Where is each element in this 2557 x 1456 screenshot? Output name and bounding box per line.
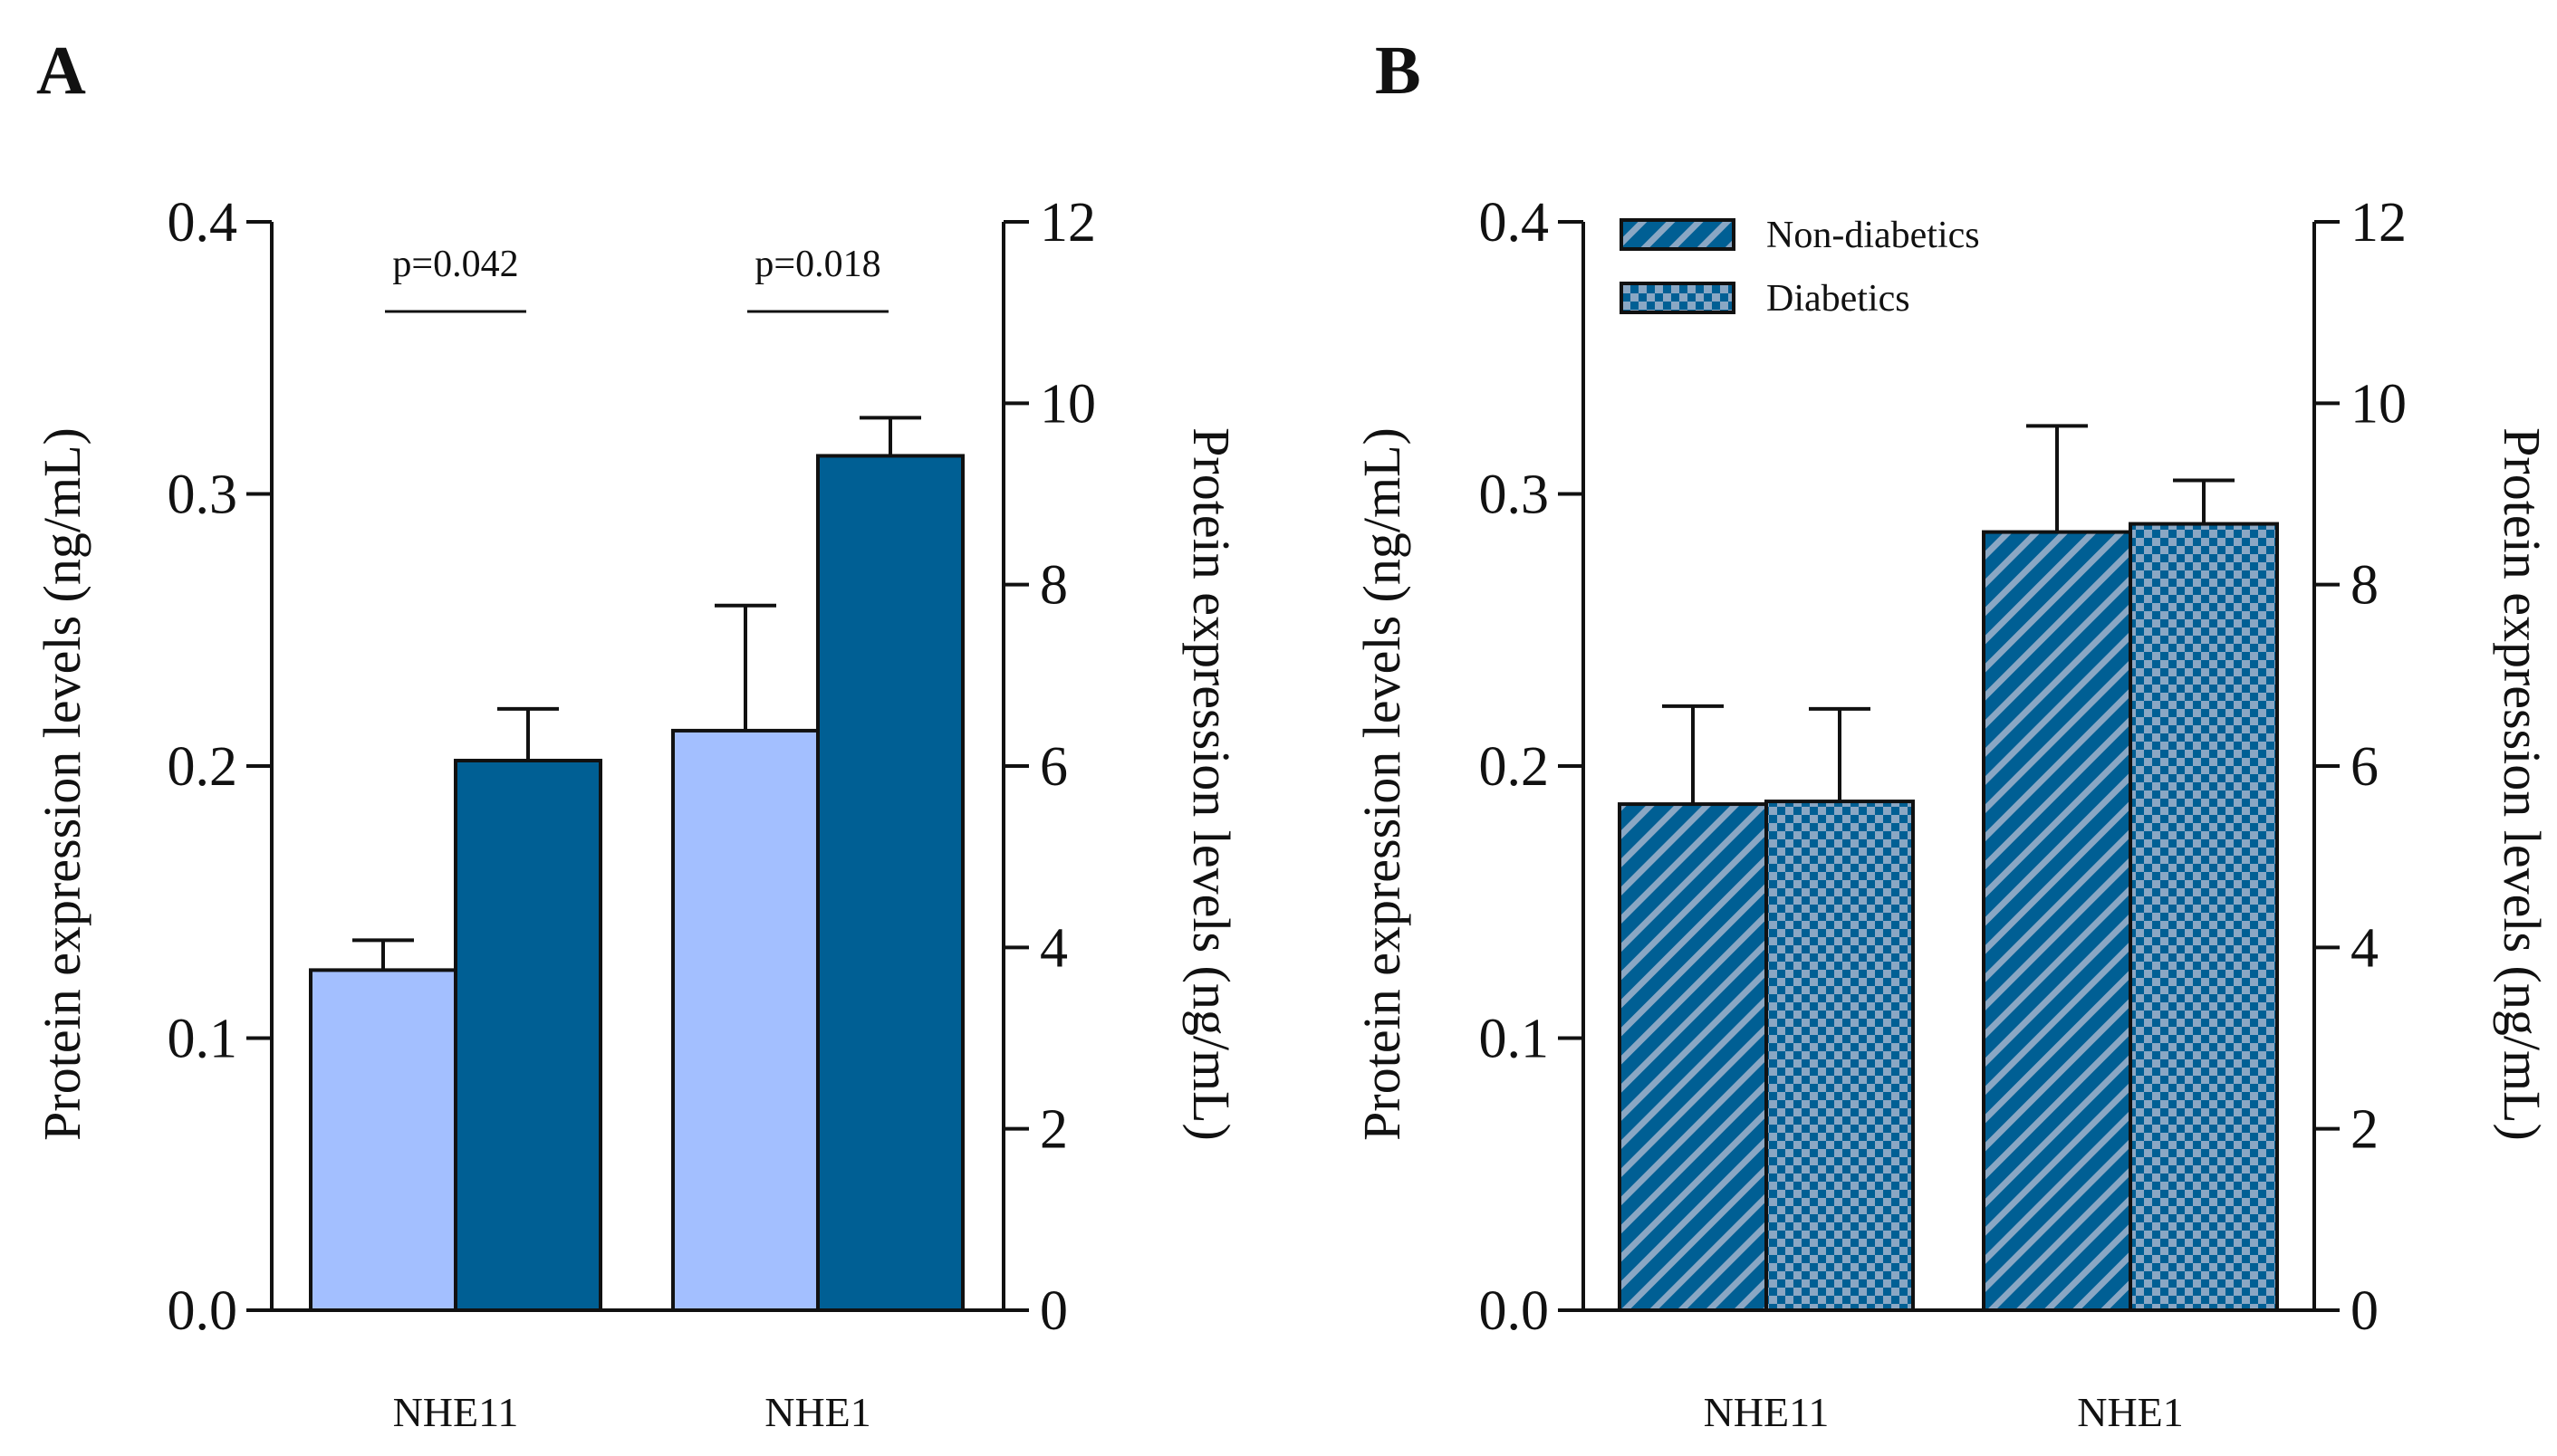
bar-series-1-nhe1 — [671, 728, 820, 1312]
bar-series-1-nhe11 — [309, 968, 457, 1312]
right-y-tick-label: 8 — [1040, 555, 1068, 617]
left-y-tick-label: 0.3 — [1479, 465, 1550, 526]
right-y-axis-label: Protein expression levels (ng/mL) — [2493, 427, 2552, 1141]
p-value-annotation: p=0.018 — [755, 244, 880, 285]
legend-label: Non-diabetics — [1766, 215, 1980, 256]
bar-series-2-nhe1 — [816, 454, 965, 1312]
legend-swatch-checker — [1620, 282, 1735, 314]
right-y-tick-label: 0 — [2350, 1280, 2379, 1342]
legend-label: Diabetics — [1766, 278, 1910, 320]
right-y-tick-label: 12 — [1040, 192, 1096, 254]
right-y-tick-label: 10 — [1040, 373, 1096, 435]
panel-b: B 0.0 0.1 0.2 0.3 0.4 0 2 4 6 8 10 12 Protein expres… — [1352, 33, 2552, 1435]
bar-non-diabetics-nhe11 — [1618, 802, 1768, 1312]
right-y-tick-label: 2 — [2350, 1099, 2379, 1161]
legend-swatch-hatch — [1620, 218, 1735, 251]
bar-non-diabetics-nhe1 — [1982, 530, 2132, 1312]
left-y-tick-label: 0.0 — [1479, 1280, 1550, 1342]
left-y-tick-label: 0.4 — [1479, 192, 1550, 254]
right-y-tick-label: 2 — [1040, 1099, 1068, 1161]
p-value-annotation: p=0.042 — [392, 244, 518, 285]
right-y-tick-label: 0 — [1040, 1280, 1068, 1342]
panel-a-letter: A — [36, 33, 86, 109]
left-y-tick-label: 0.4 — [168, 192, 238, 254]
bar-diabetics-nhe11 — [1764, 800, 1915, 1312]
right-y-tick-label: 6 — [2350, 736, 2379, 798]
category-label: NHE1 — [764, 1389, 871, 1435]
left-y-axis-label: Protein expression levels (ng/mL) — [1352, 427, 1411, 1141]
right-y-tick-label: 12 — [2350, 192, 2407, 254]
right-y-tick-label: 4 — [2350, 917, 2379, 979]
category-label: NHE11 — [1704, 1389, 1830, 1435]
left-y-axis-label: Protein expression levels (ng/mL) — [33, 427, 91, 1141]
left-y-tick-label: 0.0 — [168, 1280, 238, 1342]
panel-b-letter: B — [1375, 33, 1421, 109]
right-y-tick-label: 4 — [1040, 917, 1068, 979]
right-y-axis-label: Protein expression levels (ng/mL) — [1182, 427, 1241, 1141]
left-y-tick-label: 0.2 — [1479, 736, 1550, 798]
right-y-tick-label: 10 — [2350, 373, 2407, 435]
category-label: NHE11 — [393, 1389, 519, 1435]
left-y-tick-label: 0.3 — [168, 465, 238, 526]
right-y-tick-label: 6 — [1040, 736, 1068, 798]
bar-diabetics-nhe1 — [2129, 522, 2279, 1312]
left-y-tick-label: 0.1 — [168, 1009, 238, 1070]
bar-series-2-nhe11 — [454, 758, 602, 1312]
category-label: NHE1 — [2077, 1389, 2184, 1435]
panel-a: A 0.0 0.1 0.2 0.3 0.4 0 2 4 6 8 10 12 Protein expres… — [33, 33, 1241, 1435]
right-y-tick-label: 8 — [2350, 555, 2379, 617]
left-y-tick-label: 0.1 — [1479, 1009, 1550, 1070]
left-y-tick-label: 0.2 — [168, 736, 238, 798]
